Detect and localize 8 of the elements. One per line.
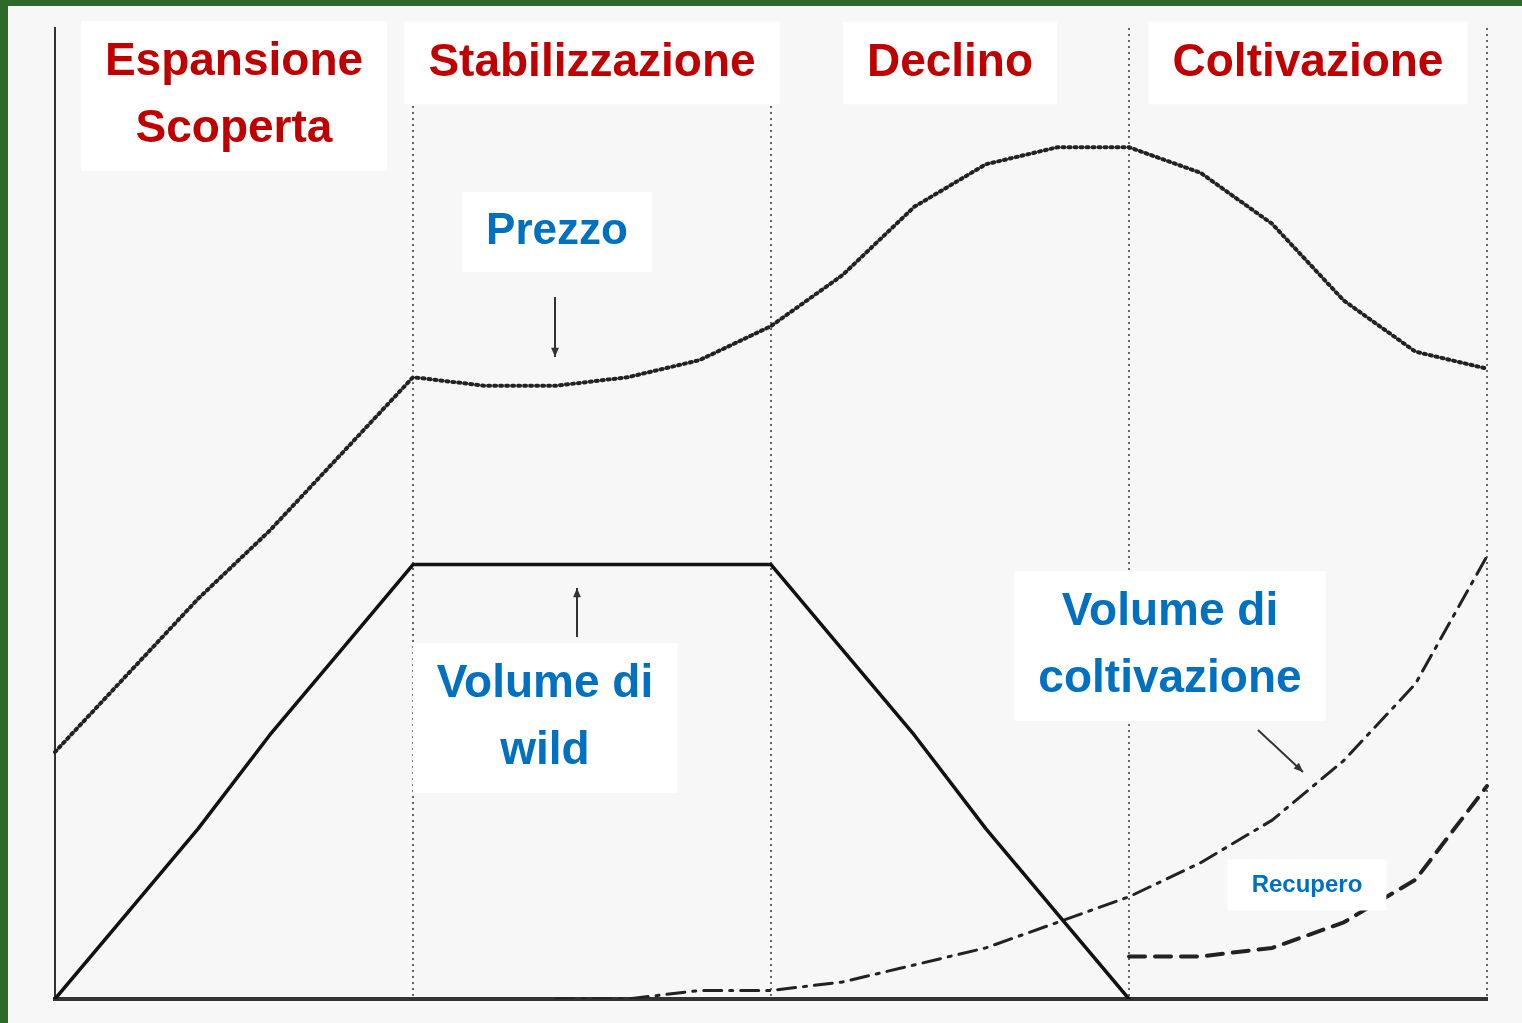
annotation: Espansione Scoperta xyxy=(104,33,364,153)
text: Declino xyxy=(866,33,1034,86)
text: Coltivazione xyxy=(1172,33,1444,86)
series-label: Recupero xyxy=(1251,869,1363,897)
series-label: Volume di coltivazione xyxy=(1038,583,1302,703)
text: Prezzo xyxy=(486,204,628,254)
series-label: Volume di wild xyxy=(436,655,654,775)
text: Stabilizzazione xyxy=(428,33,756,86)
